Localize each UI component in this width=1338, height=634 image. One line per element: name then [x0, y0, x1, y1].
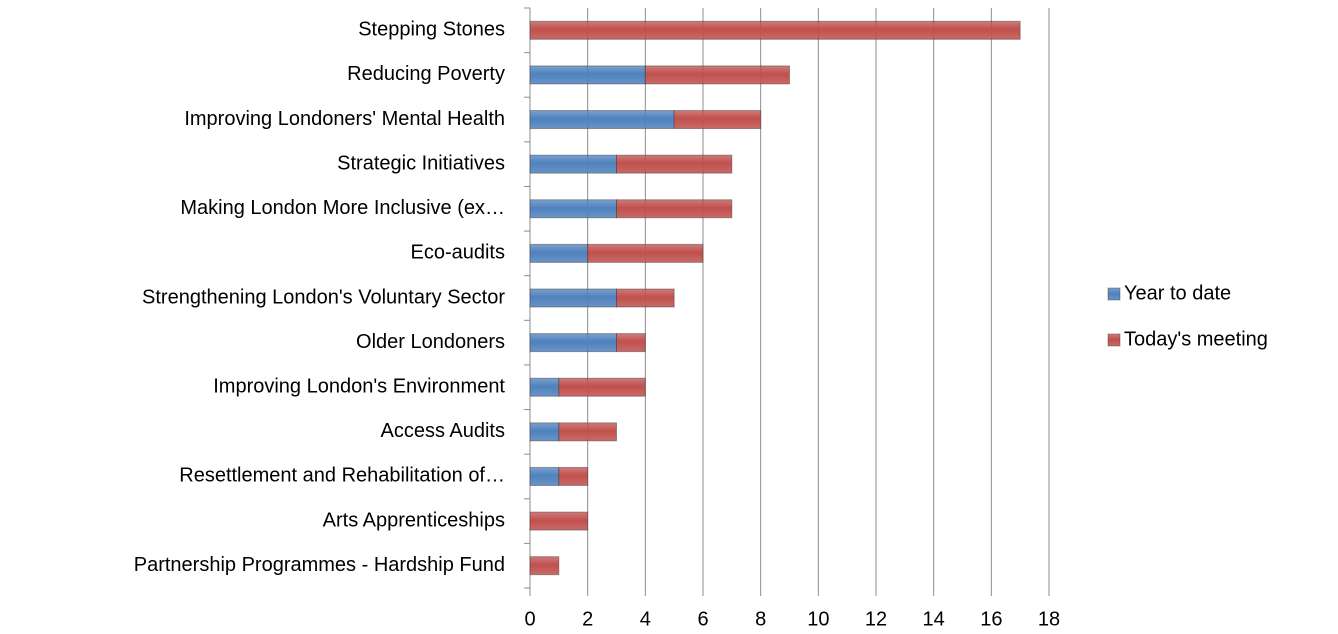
- category-label: Older Londoners: [356, 331, 505, 353]
- bar: [529, 333, 617, 353]
- legend-label: Today's meeting: [1124, 328, 1268, 350]
- bar: [529, 110, 675, 130]
- x-tick-label: 18: [1038, 608, 1060, 630]
- bar: [529, 511, 589, 531]
- category-label: Strengthening London's Voluntary Sector: [142, 286, 505, 308]
- bar: [529, 466, 560, 486]
- x-tick-label: 4: [640, 608, 651, 630]
- bar: [529, 422, 560, 442]
- category-label: Strategic Initiatives: [337, 152, 505, 174]
- bar: [529, 288, 617, 308]
- bar: [616, 199, 733, 219]
- x-tick-label: 2: [582, 608, 593, 630]
- legend-swatch: [1107, 333, 1121, 347]
- x-tick-label: 0: [524, 608, 535, 630]
- x-tick-label: 6: [697, 608, 708, 630]
- category-label: Reducing Poverty: [347, 63, 505, 85]
- bar: [558, 422, 617, 442]
- legend-label: Year to date: [1124, 282, 1231, 304]
- category-label: Partnership Programmes - Hardship Fund: [134, 554, 505, 576]
- category-label: Eco-audits: [411, 242, 506, 264]
- category-label: Stepping Stones: [358, 19, 505, 41]
- bar: [529, 65, 646, 85]
- x-tick-label: 8: [755, 608, 766, 630]
- category-label: Arts Apprenticeships: [323, 509, 505, 531]
- category-label: Access Audits: [380, 420, 505, 442]
- bar: [529, 154, 617, 174]
- bar: [616, 288, 675, 308]
- bar: [558, 377, 646, 397]
- x-tick-label: 14: [923, 608, 945, 630]
- bar: [673, 110, 762, 130]
- x-tick-label: 16: [980, 608, 1002, 630]
- bar: [529, 20, 1021, 40]
- x-tick-label: 12: [865, 608, 887, 630]
- legend-swatch: [1107, 287, 1121, 301]
- bar: [529, 243, 589, 263]
- bar: [558, 466, 589, 486]
- bar: [644, 65, 790, 85]
- bar: [529, 199, 617, 219]
- category-label: Improving London's Environment: [213, 376, 505, 398]
- bar: [616, 333, 646, 353]
- bar: [587, 243, 704, 263]
- category-label: Resettlement and Rehabilitation of…: [179, 465, 505, 487]
- bar: [616, 154, 733, 174]
- bar: [529, 377, 560, 397]
- category-label: Making London More Inclusive (ex…: [180, 197, 505, 219]
- x-tick-label: 10: [807, 608, 829, 630]
- category-label: Improving Londoners' Mental Health: [184, 108, 505, 130]
- bar: [529, 556, 560, 576]
